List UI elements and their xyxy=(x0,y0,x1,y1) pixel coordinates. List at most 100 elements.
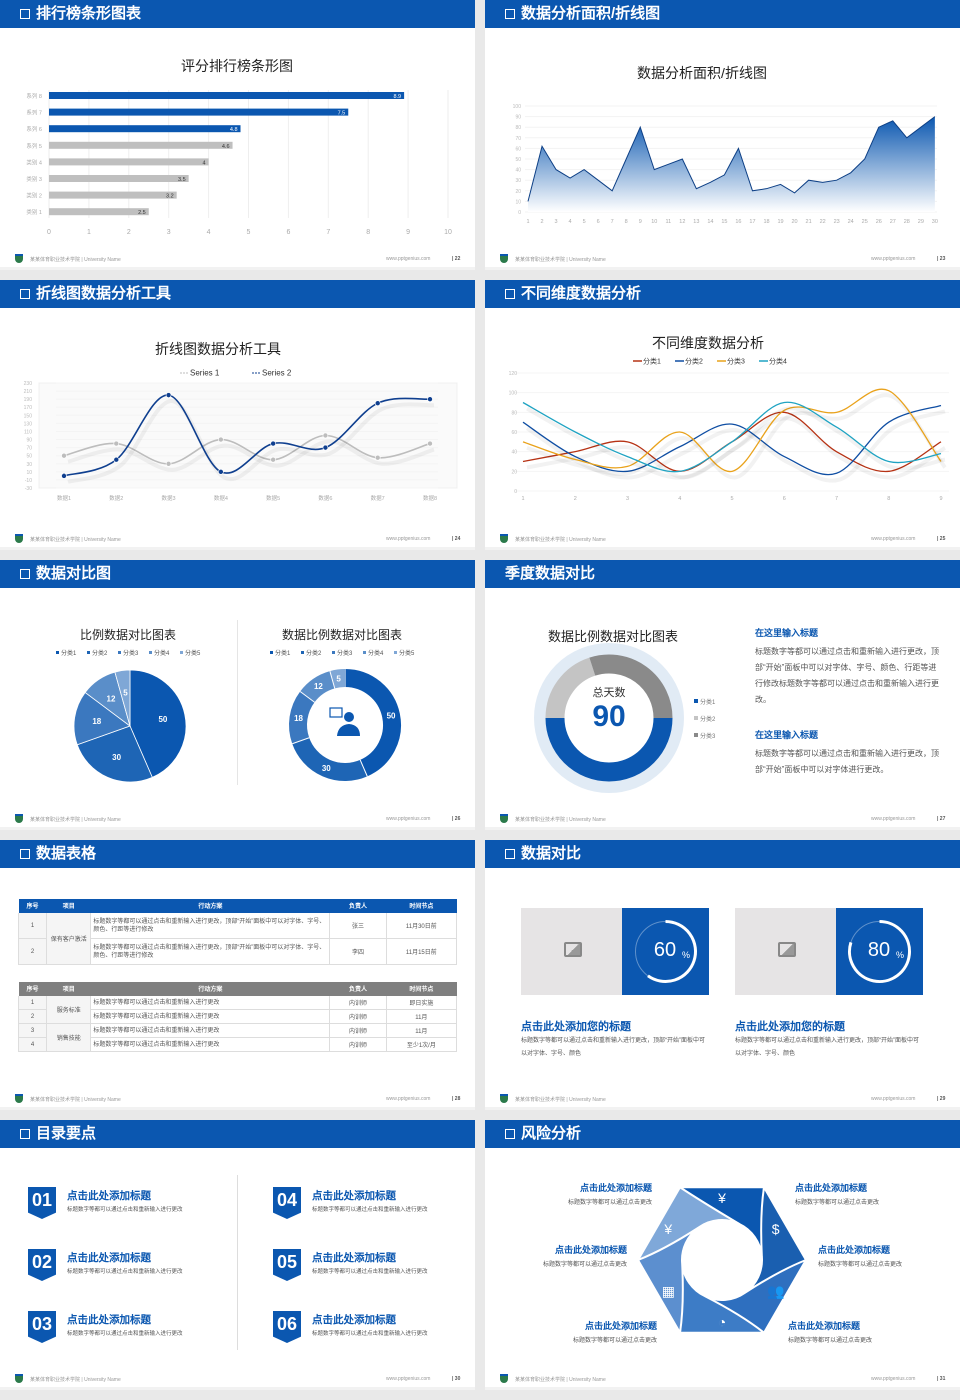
data-label: 50 xyxy=(158,715,167,724)
x-tick-label: 4 xyxy=(207,229,211,236)
add-image-icon xyxy=(778,942,796,957)
y-tick-label: -30 xyxy=(25,486,32,492)
x-tick-label: 23 xyxy=(834,219,840,225)
footer-school: 某某体育职业技术学院 | University Name xyxy=(30,257,121,263)
cell-action: 标题数字等都可以通过点击和重新输入进行更改 xyxy=(90,1037,331,1052)
footer-divider xyxy=(485,547,960,550)
slide-header: 数据对比图 xyxy=(0,560,475,588)
risk-text: 标题数字等都可以通过点击更改 xyxy=(795,1200,880,1206)
page-number: | 27 xyxy=(937,816,946,822)
series-shadow xyxy=(526,416,947,480)
cell-index: 1 xyxy=(17,995,48,1010)
legend-swatch xyxy=(301,651,304,654)
y-tick-label: 210 xyxy=(24,389,33,395)
square-bullet-icon xyxy=(20,289,30,299)
slide-title: 风险分析 xyxy=(521,1125,582,1142)
data-point xyxy=(374,454,381,461)
x-tick-label: 5 xyxy=(247,229,251,236)
progress-value: 80 xyxy=(867,939,891,961)
y-tick-label: 80 xyxy=(511,410,517,416)
x-tick-label: 18 xyxy=(763,219,769,225)
footer-site: www.pptgenius.com xyxy=(386,256,431,262)
bar-value-label: 8.9 xyxy=(393,94,401,100)
category-label: 系列 5 xyxy=(26,142,42,150)
column-header: 负责人 xyxy=(329,981,387,996)
image-placeholder[interactable] xyxy=(735,908,836,995)
bar xyxy=(49,191,177,199)
x-tick-label: 21 xyxy=(806,219,812,225)
chart-title: 数据比例数据对比图表 xyxy=(547,629,679,644)
slide-header: 不同维度数据分析 xyxy=(485,280,960,308)
block-title: 在这里输入标题 xyxy=(755,628,819,638)
image-placeholder[interactable] xyxy=(521,908,622,995)
school-logo-icon xyxy=(15,534,23,543)
slide-header: 排行榜条形图表 xyxy=(0,0,475,28)
x-tick-label: 数据4 xyxy=(214,494,228,502)
y-tick-label: -10 xyxy=(25,478,32,484)
footer-divider xyxy=(485,827,960,830)
y-tick-label: 40 xyxy=(511,450,517,456)
legend-swatch xyxy=(694,716,698,720)
square-bullet-icon xyxy=(20,849,30,859)
x-tick-label: 10 xyxy=(444,229,452,236)
bar xyxy=(49,141,233,149)
slide-title: 数据对比 xyxy=(521,845,582,862)
category-label: 类别 3 xyxy=(26,175,42,183)
progress-unit: % xyxy=(682,950,691,960)
cell-action: 标题数字等都可以通过点击和重新输入进行更改，顶部“开始”面板中可以对字体、字号、… xyxy=(90,938,331,965)
legend-swatch xyxy=(694,699,698,703)
x-tick-label: 5 xyxy=(583,219,586,225)
footer-school: 某某体育职业技术学院 | University Name xyxy=(515,537,606,543)
donut-segment xyxy=(289,691,315,744)
y-tick-label: 90 xyxy=(515,115,521,121)
cell-index: 3 xyxy=(17,1023,48,1038)
risk-text: 标题数字等都可以通过点击更改 xyxy=(572,1338,657,1344)
legend-swatch xyxy=(149,651,152,654)
block-title: 在这里输入标题 xyxy=(755,730,819,740)
slide-title: 不同维度数据分析 xyxy=(521,285,642,302)
add-image-icon xyxy=(564,942,582,957)
legend-label: 分类5 xyxy=(399,649,415,657)
x-tick-label: 1 xyxy=(526,219,529,225)
slide-title: 数据对比图 xyxy=(36,565,112,582)
line-chart: -30 -10 10 30 50 70 90 110 130 150 170 190 210 230 数据1… xyxy=(24,369,458,502)
x-tick-label: 14 xyxy=(707,219,713,225)
legend-label: 分类2 xyxy=(92,649,108,657)
donut-segment xyxy=(545,657,596,719)
data-label: 5 xyxy=(336,674,341,683)
column-header: 项目 xyxy=(46,981,91,996)
line-chart: 0 20 40 60 80 100 120 1 2 3 4 5 6 7 8 9 分类1 分类2 分类3 分类4 xyxy=(509,357,949,502)
block-text: 标题数字等都可以通过点击和重新输入进行更改，顶部“开始”面板中可以对字体进行更改… xyxy=(755,749,939,774)
item-title: 点击此处添加标题 xyxy=(312,1314,396,1326)
slide-header: 季度数据对比 xyxy=(485,560,960,588)
segment-separator xyxy=(292,737,310,745)
category-label: 系列 6 xyxy=(26,125,42,133)
item-text: 标题数字等都可以通过点击和重新输入进行更改 xyxy=(67,1207,183,1213)
cell-index: 4 xyxy=(17,1037,48,1052)
card-text: 标题数字等都可以通过点击和重新输入进行更改，顶部“开始”面板中可以对字体、字号、… xyxy=(521,1038,705,1057)
number-badge: 06 xyxy=(273,1311,301,1343)
y-tick-label: 0 xyxy=(518,210,521,216)
y-tick-label: 230 xyxy=(24,381,33,387)
y-tick-label: 50 xyxy=(515,157,521,163)
donut-segment xyxy=(545,717,673,782)
series-line xyxy=(63,434,431,465)
data-point xyxy=(270,456,276,463)
progress-ring xyxy=(848,920,911,983)
cell-owner: 李四 xyxy=(329,938,387,965)
footer-divider xyxy=(485,1387,960,1390)
cell-deadline: 11月 xyxy=(385,1023,458,1038)
data-label: 5 xyxy=(123,689,128,698)
footer-school: 某某体育职业技术学院 | University Name xyxy=(30,1097,121,1103)
column-header: 序号 xyxy=(18,981,47,996)
x-tick-label: 6 xyxy=(783,496,786,502)
legend-swatch xyxy=(394,651,397,654)
x-tick-label: 2 xyxy=(574,496,577,502)
x-tick-label: 6 xyxy=(597,219,600,225)
column-header: 行动方案 xyxy=(90,981,330,996)
x-tick-label: 9 xyxy=(406,229,410,236)
column-header: 行动方案 xyxy=(90,898,330,913)
x-tick-label: 3 xyxy=(555,219,558,225)
y-tick-label: 70 xyxy=(26,446,32,452)
